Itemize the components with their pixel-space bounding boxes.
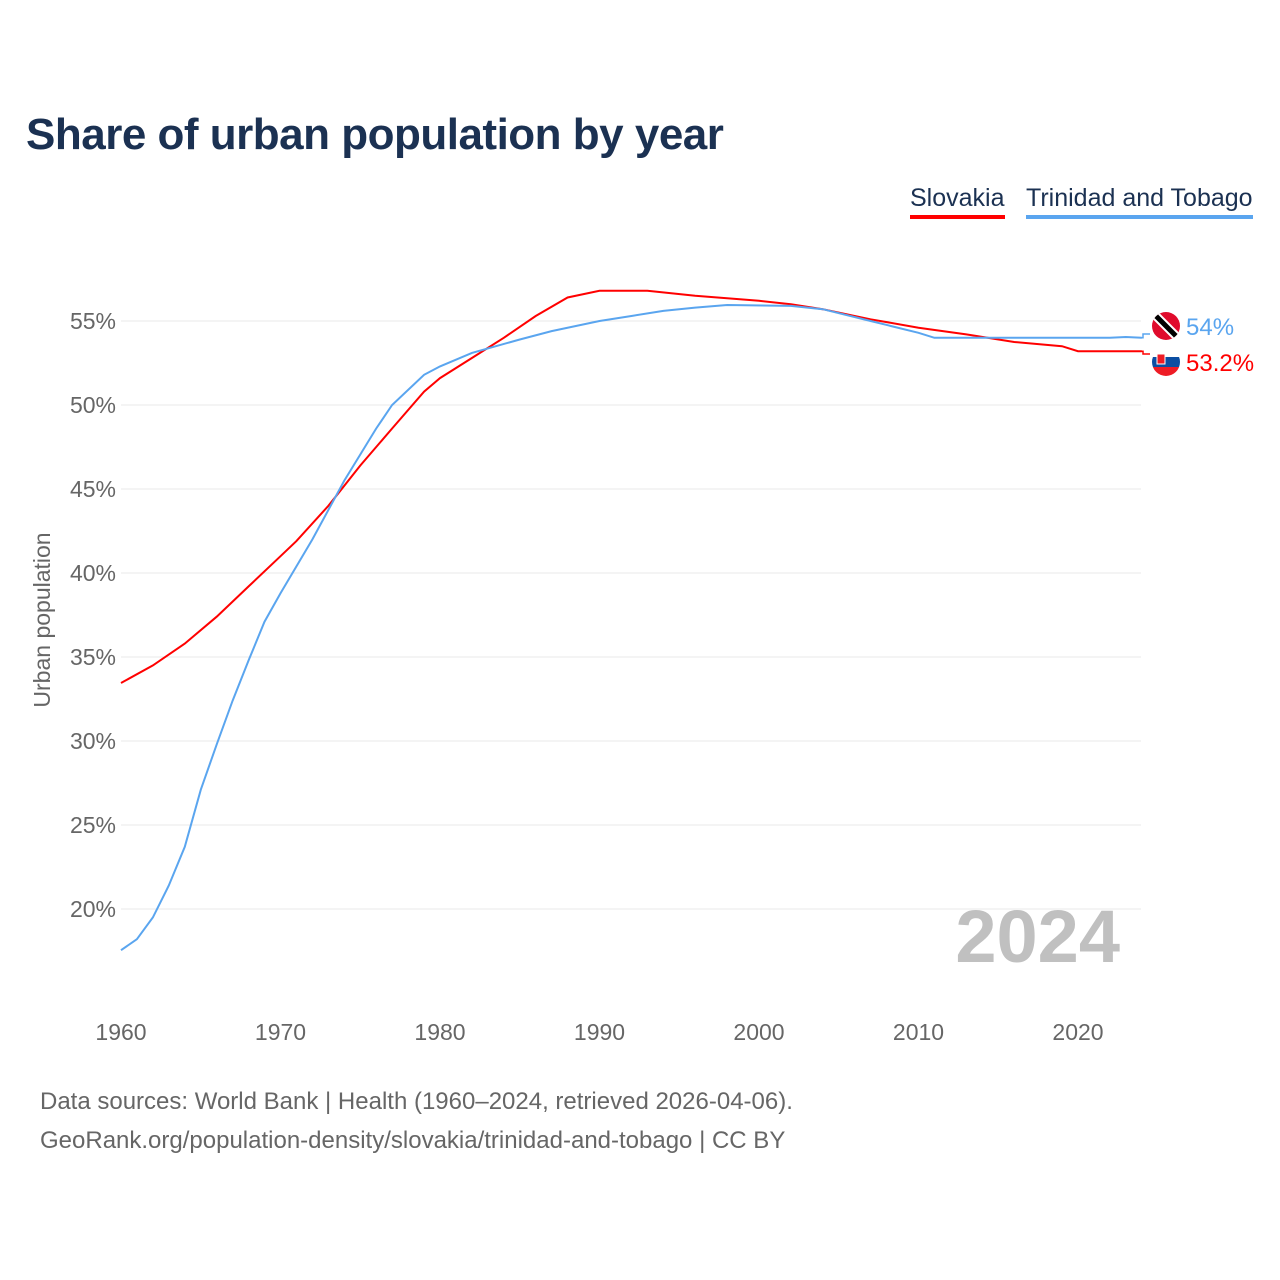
flag-blue [1152, 357, 1180, 367]
footer-sources: Data sources: World Bank | Health (1960–… [40, 1088, 793, 1115]
y-tick-label: 35% [70, 644, 116, 670]
end-connector [1141, 333, 1150, 339]
y-tick-label: 20% [70, 896, 116, 922]
end-value-label: 54% [1186, 314, 1234, 341]
end-connector [1141, 350, 1150, 355]
x-tick-label: 1960 [95, 1019, 146, 1045]
y-tick-label: 45% [70, 476, 116, 502]
y-tick-label: 40% [70, 560, 116, 586]
y-tick-label: 50% [70, 392, 116, 418]
y-tick-label: 25% [70, 812, 116, 838]
series-line-trinidad-and-tobago [120, 303, 1142, 952]
x-tick-label: 1980 [414, 1019, 465, 1045]
flag-black-band [1152, 312, 1180, 340]
year-watermark: 2024 [955, 895, 1120, 978]
trinidad-and-tobago-flag-icon [1152, 312, 1180, 340]
y-tick-label: 30% [70, 728, 116, 754]
end-value-label: 53.2% [1186, 350, 1254, 377]
x-tick-label: 1970 [255, 1019, 306, 1045]
legend-item-slovakia[interactable]: Slovakia [910, 184, 1005, 219]
x-tick-label: 2000 [733, 1019, 784, 1045]
series-line-slovakia [120, 289, 1142, 684]
flag-red [1152, 367, 1180, 376]
footer-link[interactable]: GeoRank.org/population-density/slovakia/… [40, 1127, 786, 1154]
slovakia-flag-icon [1152, 348, 1180, 376]
y-axis-label: Urban population [29, 532, 55, 707]
legend-item-trinidad-and-tobago[interactable]: Trinidad and Tobago [1026, 184, 1253, 219]
x-tick-label: 1990 [574, 1019, 625, 1045]
flag-shield [1156, 353, 1166, 365]
chart-title: Share of urban population by year [26, 110, 724, 159]
x-tick-label: 2010 [893, 1019, 944, 1045]
flag-white [1152, 348, 1180, 358]
y-tick-label: 55% [70, 308, 116, 334]
x-tick-label: 2020 [1052, 1019, 1103, 1045]
